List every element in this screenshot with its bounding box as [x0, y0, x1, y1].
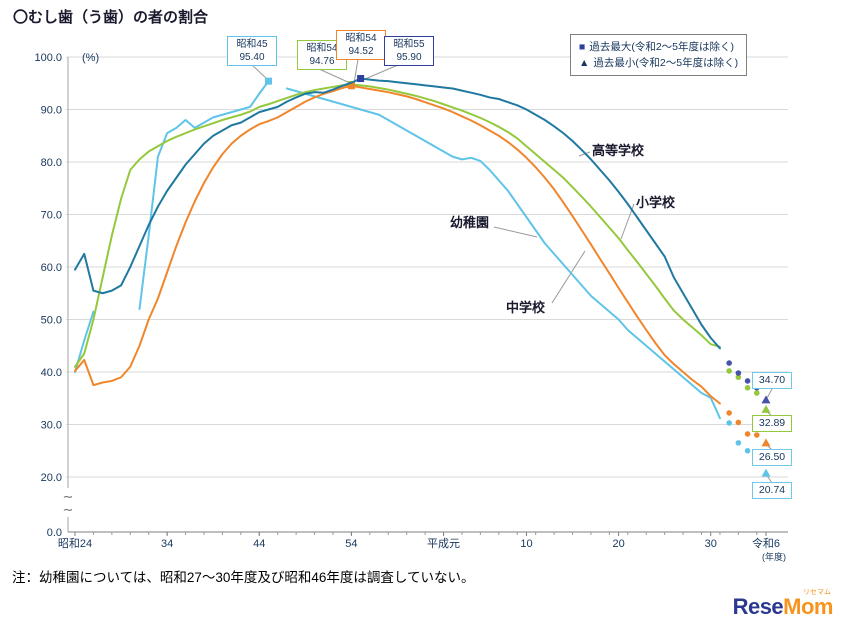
peak-value: 95.40 [239, 52, 265, 63]
legend-min-label: 過去最小(令和2～5年度は除く) [593, 57, 739, 69]
series-line-high-school [74, 77, 721, 350]
peak-value: 94.76 [309, 56, 335, 67]
recent-dot-elementary [753, 390, 760, 396]
recent-dot-junior-high [744, 431, 751, 437]
end-value-junior-high: 26.50 [752, 449, 792, 466]
y-tick-label: 20.0 [41, 472, 62, 484]
y-tick-label: 100.0 [34, 52, 62, 64]
axis-break-icon: ∼ [63, 489, 74, 504]
leader-line [364, 64, 399, 80]
logo-text-mom: Mom [783, 594, 833, 619]
y-tick-label: 0.0 [47, 527, 62, 539]
recent-dot-high-school [726, 360, 732, 366]
peak-year: 昭和55 [393, 39, 425, 50]
peak-annotation-kindergarten: 昭和45 95.40 [227, 36, 277, 66]
recent-dot-kindergarten [735, 440, 742, 446]
x-tick-label: 令和6 [752, 536, 780, 550]
max-square-icon: ■ [579, 41, 586, 53]
series-label-kindergarten: 幼稚園 [450, 215, 490, 230]
max-square-high-school [357, 75, 365, 83]
series-label-junior-high: 中学校 [506, 300, 546, 315]
recent-dot-elementary [726, 368, 732, 374]
x-tick-label: 平成元 [427, 537, 460, 550]
axis-break-icon: ∼ [63, 502, 74, 517]
y-axis-unit: (%) [82, 52, 99, 64]
min-triangle-icon: ▲ [579, 57, 590, 69]
series-line-junior-high [74, 84, 721, 405]
legend-item-max: ■ 過去最大(令和2～5年度は除く) [579, 39, 738, 55]
series-label-elementary: 小学校 [636, 195, 676, 210]
min-triangle-elementary [761, 404, 771, 413]
series-line-kindergarten [138, 80, 270, 310]
y-tick-label: 90.0 [41, 105, 62, 117]
footnote: 注：幼稚園については、昭和27～30年度及び昭和46年度は調査していない。 [12, 570, 475, 585]
series-label-high-school: 高等学校 [592, 143, 645, 158]
peak-annotation-junior-high: 昭和54 94.52 [336, 30, 386, 60]
recent-dot-junior-high [735, 419, 742, 426]
y-tick-label: 60.0 [41, 262, 62, 274]
x-tick-label: 10 [520, 538, 532, 550]
x-tick-label: 44 [253, 538, 265, 550]
peak-value: 94.52 [348, 46, 374, 57]
peak-year: 昭和54 [345, 33, 377, 44]
y-tick-label: 40.0 [41, 367, 62, 379]
recent-dot-elementary [744, 384, 751, 391]
y-tick-label: 70.0 [41, 210, 62, 222]
leader-line [250, 63, 268, 80]
recent-dot-high-school [735, 370, 742, 376]
legend-max-label: 過去最大(令和2～5年度は除く) [589, 41, 735, 53]
legend: ■ 過去最大(令和2～5年度は除く) ▲ 過去最小(令和2～5年度は除く) [570, 34, 748, 76]
resemom-logo: ReseMom リセマム [732, 589, 834, 620]
peak-annotation-high-school: 昭和55 95.90 [384, 36, 434, 66]
recent-dot-junior-high [726, 410, 732, 416]
recent-dot-high-school [744, 378, 751, 384]
min-triangle-high-school [761, 395, 771, 404]
peak-value: 95.90 [396, 52, 422, 63]
x-tick-label: 54 [345, 538, 357, 550]
recent-dot-junior-high [753, 432, 760, 438]
leader-line [318, 68, 351, 84]
max-square-junior-high [347, 82, 355, 90]
logo-text-rese: Rese [732, 594, 784, 619]
end-value-high-school: 34.70 [752, 372, 792, 389]
logo-katakana: リセマム [803, 589, 831, 596]
y-tick-label: 80.0 [41, 157, 62, 169]
leader-line [353, 58, 359, 85]
series-line-kindergarten [285, 87, 721, 420]
end-value-elementary: 32.89 [752, 415, 792, 432]
series-line-elementary [74, 83, 721, 368]
recent-dot-kindergarten [744, 447, 751, 454]
min-triangle-kindergarten [761, 468, 771, 477]
min-triangle-junior-high [761, 438, 771, 447]
recent-dot-kindergarten [726, 420, 732, 426]
x-axis-unit: (年度) [762, 551, 786, 562]
peak-year: 昭和45 [236, 39, 268, 50]
leader-line [493, 226, 538, 238]
recent-dot-elementary [735, 374, 742, 381]
x-tick-label: 昭和24 [58, 537, 92, 550]
y-tick-label: 30.0 [41, 420, 62, 432]
y-tick-label: 50.0 [41, 315, 62, 327]
max-square-kindergarten [264, 77, 272, 85]
peak-year: 昭和54 [306, 43, 338, 54]
x-tick-label: 30 [705, 538, 717, 550]
end-value-kindergarten: 20.74 [752, 482, 792, 499]
x-tick-label: 34 [161, 538, 173, 550]
leader-line [551, 250, 586, 304]
x-tick-label: 20 [612, 538, 624, 550]
legend-item-min: ▲ 過去最小(令和2～5年度は除く) [579, 55, 738, 71]
page-title: 〇むし歯（う歯）の者の割合 [13, 9, 209, 26]
